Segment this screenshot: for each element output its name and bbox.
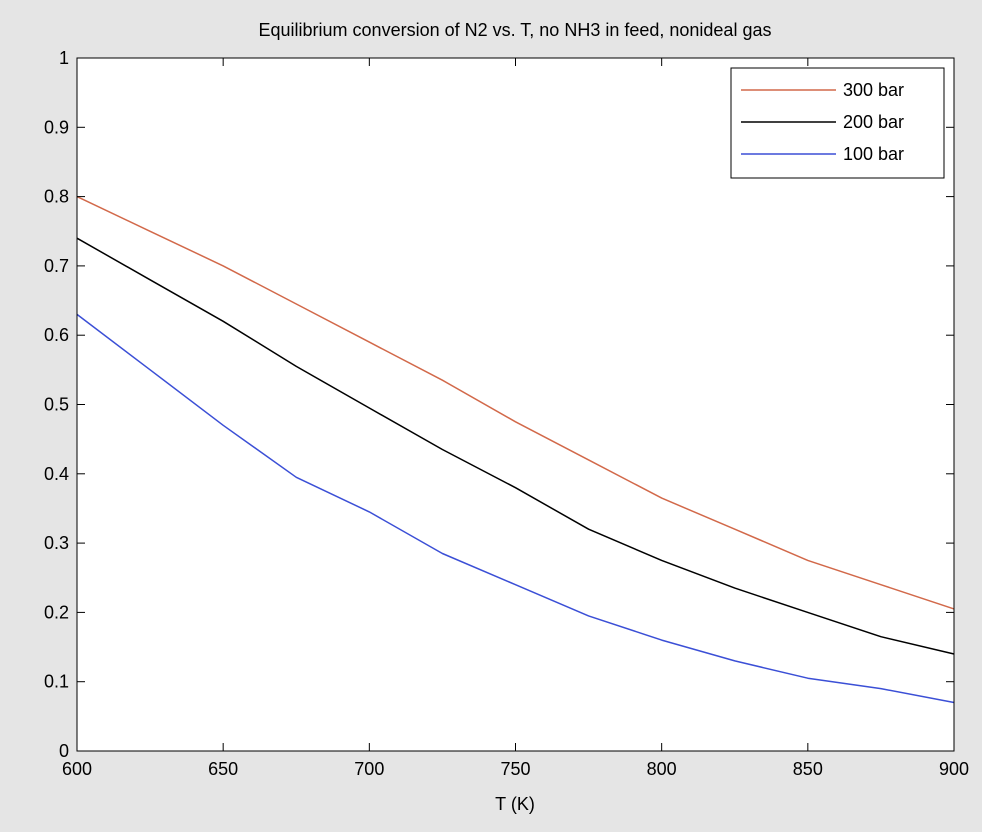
legend: 300 bar 200 bar 100 bar [730,67,945,179]
chart-title: Equilibrium conversion of N2 vs. T, no N… [259,20,772,40]
series-layer [76,195,955,704]
x-tick-label: 600 [62,759,92,779]
x-tick-label: 750 [500,759,530,779]
y-tick-label: 0.5 [44,395,69,415]
y-tick-label: 1 [59,48,69,68]
ticks-layer: 600 650 700 750 800 850 900 0 0.1 0.2 0.3 0.4 0.5 0.6… [44,48,969,779]
series-line-200-bar [76,237,955,655]
series-line-300-bar [76,195,955,610]
x-axis-label: T (K) [495,794,535,814]
y-tick-label: 0.9 [44,117,69,137]
y-tick-label: 0 [59,741,69,761]
x-tick-label: 850 [793,759,823,779]
legend-label: 100 bar [843,144,904,164]
y-tick-label: 0.1 [44,672,69,692]
y-tick-label: 0.6 [44,325,69,345]
legend-label: 200 bar [843,112,904,132]
x-tick-label: 700 [354,759,384,779]
y-tick-label: 0.8 [44,187,69,207]
y-tick-label: 0.7 [44,256,69,276]
y-tick-label: 0.4 [44,464,69,484]
x-tick-label: 800 [647,759,677,779]
series-line-100-bar [76,313,955,704]
y-tick-label: 0.2 [44,602,69,622]
x-tick-label: 900 [939,759,969,779]
legend-label: 300 bar [843,80,904,100]
y-tick-label: 0.3 [44,533,69,553]
legend-box [730,67,945,179]
x-tick-label: 650 [208,759,238,779]
